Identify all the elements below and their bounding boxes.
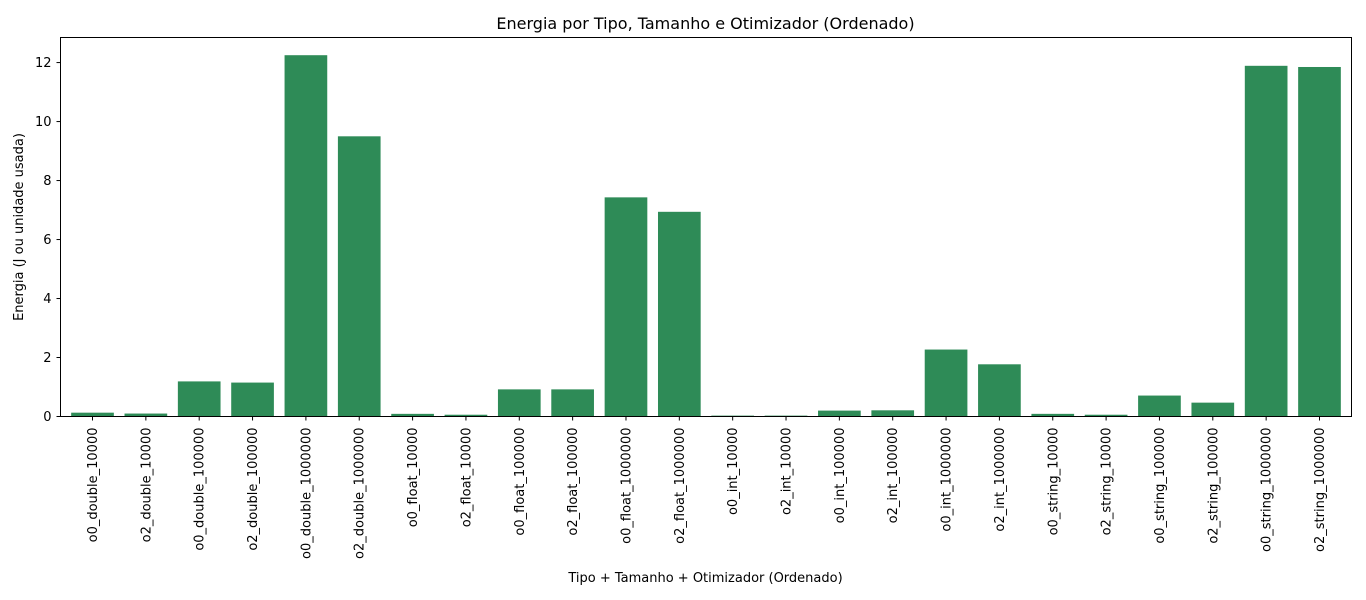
bar-o0_string_100000 [1138,395,1181,417]
x-tick-label: o0_double_1000000 [299,428,314,559]
y-axis-label: Energia (J ou unidade usada) [12,133,27,321]
y-tick-label: 4 [43,292,51,307]
bar-o0_double_1000000 [284,55,328,417]
x-tick-label: o0_int_1000000 [940,428,955,532]
x-tick-label: o2_float_1000000 [673,428,688,544]
y-tick-label: 12 [35,56,52,71]
x-tick-label: o2_string_1000000 [1313,428,1328,552]
x-tick-label: o2_int_10000 [780,428,795,516]
x-tick-label: o2_int_1000000 [993,428,1008,532]
x-axis: o0_double_10000 o2_double_10000 o0_double_… [86,416,1328,559]
x-tick-label: o0_string_1000000 [1260,428,1275,552]
bar-o0_string_1000000 [1244,65,1288,417]
x-tick-label: o2_string_100000 [1206,428,1221,544]
bar-o2_int_1000000 [978,364,1021,417]
bar-o2_float_10000 [444,414,488,417]
chart-title: Energia por Tipo, Tamanho e Otimizador (… [496,14,914,33]
bar-o0_double_10000 [71,412,114,417]
x-tick-label: o2_string_10000 [1100,428,1115,536]
x-tick-label: o0_double_10000 [86,428,101,543]
x-tick-label: o0_string_100000 [1153,428,1168,544]
bar-o0_float_1000000 [604,197,648,417]
x-tick-label: o2_double_10000 [139,428,154,543]
bar-o2_string_10000 [1084,414,1128,417]
bar-o0_string_10000 [1031,413,1075,417]
bar-o2_float_1000000 [657,211,701,417]
x-tick-label: o0_float_100000 [513,428,528,536]
bars-layer [71,55,1341,417]
x-tick-label: o2_float_10000 [459,428,474,528]
bar-o0_int_100000 [818,410,861,417]
x-tick-label: o0_float_10000 [406,428,421,528]
bar-o2_float_100000 [551,389,594,417]
x-tick-label: o2_float_100000 [566,428,581,536]
y-tick-label: 8 [43,174,51,189]
bar-o2_double_1000000 [337,136,381,417]
y-tick-label: 10 [35,115,52,130]
y-axis: 0 2 4 6 8 10 12 [35,56,61,425]
x-tick-label: o2_double_100000 [246,428,261,551]
x-tick-label: o2_int_100000 [886,428,901,524]
x-tick-label: o2_double_1000000 [353,428,368,559]
bar-o2_int_100000 [871,410,915,417]
bar-o2_double_10000 [124,413,168,417]
plot-frame [60,37,1352,417]
x-tick-label: o0_int_100000 [833,428,848,524]
bar-o0_float_10000 [391,413,434,417]
bar-o0_double_100000 [177,381,221,417]
y-tick-label: 2 [43,351,51,366]
x-tick-label: o0_double_100000 [193,428,208,551]
x-tick-label: o0_float_1000000 [619,428,634,544]
x-axis-label: Tipo + Tamanho + Otimizador (Ordenado) [567,571,842,586]
x-tick-label: o0_int_10000 [726,428,741,516]
x-tick-label: o0_string_10000 [1046,428,1061,536]
bar-o2_string_100000 [1191,402,1235,417]
bar-o0_float_100000 [497,389,541,417]
bar-o2_string_1000000 [1298,66,1341,417]
bar-o0_int_1000000 [924,349,968,417]
y-tick-label: 0 [43,410,51,425]
bar-o2_double_100000 [231,382,274,417]
y-tick-label: 6 [43,233,51,248]
